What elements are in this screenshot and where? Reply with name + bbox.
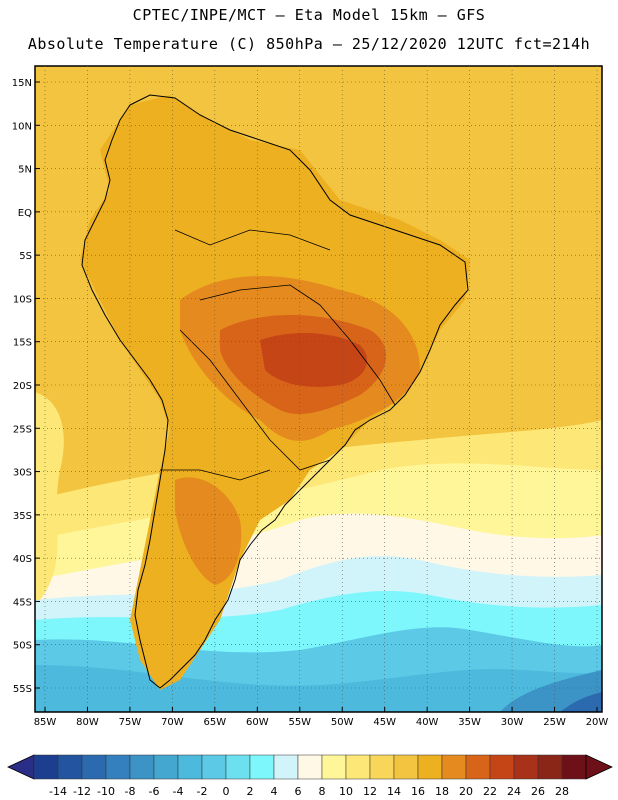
colorbar-label: -10: [97, 785, 115, 798]
colorbar-swatch: [537, 754, 563, 780]
latitude-labels: 15N 10N 5N EQ 5S 10S 15S 20S 25S 30S 35S 40S 45S 50S 5…: [12, 78, 40, 695]
longitude-labels: 85W 80W 75W 70W 65W 60W 55W 50W 45W 40W 35W 30W 25W 2…: [34, 707, 609, 728]
colorbar-swatch: [225, 754, 251, 780]
lon-label: 75W: [119, 717, 142, 728]
colorbar-swatch: [153, 754, 179, 780]
field-navy-corner: [560, 692, 602, 712]
colorbar-swatch: [249, 754, 275, 780]
colorbar-swatch: [201, 754, 227, 780]
title-line-1: CPTEC/INPE/MCT – Eta Model 15km – GFS: [132, 6, 486, 24]
coastlines: [81, 94, 469, 689]
colorbar-label: 28: [555, 785, 569, 798]
colorbar-swatch: [129, 754, 155, 780]
colorbar-label: -12: [73, 785, 91, 798]
lat-label: 10N: [12, 121, 32, 132]
lat-label: 55S: [13, 684, 32, 695]
lat-label: 35S: [13, 511, 32, 522]
colorbar-swatch: [57, 754, 83, 780]
lon-label: 65W: [204, 717, 227, 728]
colorbar-label: 8: [319, 785, 326, 798]
gridlines: [35, 66, 602, 712]
colorbar-swatch: [513, 754, 539, 780]
colorbar-label: 6: [295, 785, 302, 798]
colorbar-label: -8: [125, 785, 136, 798]
colorbar-label: 2: [247, 785, 254, 798]
colorbar-swatch: [441, 754, 467, 780]
colorbar-swatch: [393, 754, 419, 780]
lat-label: EQ: [18, 208, 32, 219]
lon-label: 35W: [458, 717, 481, 728]
colorbar: -14 -12 -10 -8 -6 -4 -2 0 2 4 6 8 10 12 14 16 18 20 22 24 26…: [7, 754, 613, 798]
colorbar-swatch: [81, 754, 107, 780]
lat-label: 10S: [13, 294, 32, 305]
lon-label: 20W: [586, 717, 609, 728]
colorbar-label: 10: [339, 785, 353, 798]
colorbar-swatch: [105, 754, 131, 780]
lat-label: 30S: [13, 468, 32, 479]
lat-label: 40S: [13, 554, 32, 565]
lat-label: 45S: [13, 597, 32, 608]
lon-label: 70W: [161, 717, 184, 728]
colorbar-swatch: [321, 754, 347, 780]
colorbar-label: -6: [149, 785, 160, 798]
colorbar-label: -4: [173, 785, 184, 798]
lat-label: 20S: [13, 381, 32, 392]
colorbar-swatch: [177, 754, 203, 780]
colorbar-label: 4: [271, 785, 278, 798]
lon-label: 45W: [373, 717, 396, 728]
colorbar-label: 24: [507, 785, 521, 798]
colorbar-label: -14: [49, 785, 67, 798]
lat-label: 50S: [13, 641, 32, 652]
colorbar-label: 16: [411, 785, 425, 798]
lon-label: 55W: [288, 717, 311, 728]
lon-label: 50W: [331, 717, 354, 728]
lon-label: 80W: [76, 717, 99, 728]
colorbar-swatch: [561, 754, 587, 780]
colorbar-label: 22: [483, 785, 497, 798]
lon-label: 85W: [34, 717, 57, 728]
colorbar-label: 14: [387, 785, 401, 798]
map-frame: [34, 65, 603, 713]
lon-label: 25W: [543, 717, 566, 728]
colorbar-swatch: [489, 754, 515, 780]
country-borders: [160, 229, 396, 481]
colorbar-label: 26: [531, 785, 545, 798]
colorbar-swatch: [369, 754, 395, 780]
temperature-field: [35, 66, 602, 712]
colorbar-swatch: [297, 754, 323, 780]
colorbar-label: 12: [363, 785, 377, 798]
title-line-2: Absolute Temperature (C) 850hPa – 25/12/…: [27, 35, 591, 53]
lon-label: 30W: [501, 717, 524, 728]
lat-label: 15N: [12, 78, 32, 89]
colorbar-swatch: [345, 754, 371, 780]
lon-label: 60W: [246, 717, 269, 728]
colorbar-warm-arrow: [585, 754, 613, 780]
colorbar-swatch: [33, 754, 59, 780]
lat-label: 5S: [19, 251, 32, 262]
colorbar-swatch: [465, 754, 491, 780]
field-core-hottest: [260, 333, 368, 387]
colorbar-cold-arrow: [7, 754, 35, 780]
colorbar-label: 0: [223, 785, 230, 798]
field-west-cold: [35, 392, 64, 600]
colorbar-label: -2: [197, 785, 208, 798]
lat-label: 5N: [18, 165, 32, 176]
lat-label: 25S: [13, 424, 32, 435]
colorbar-label: 18: [435, 785, 449, 798]
south-america-coastline: [81, 94, 469, 689]
lon-label: 40W: [416, 717, 439, 728]
colorbar-swatch: [273, 754, 299, 780]
colorbar-label: 20: [459, 785, 473, 798]
colorbar-swatch: [417, 754, 443, 780]
lat-label: 15S: [13, 338, 32, 349]
